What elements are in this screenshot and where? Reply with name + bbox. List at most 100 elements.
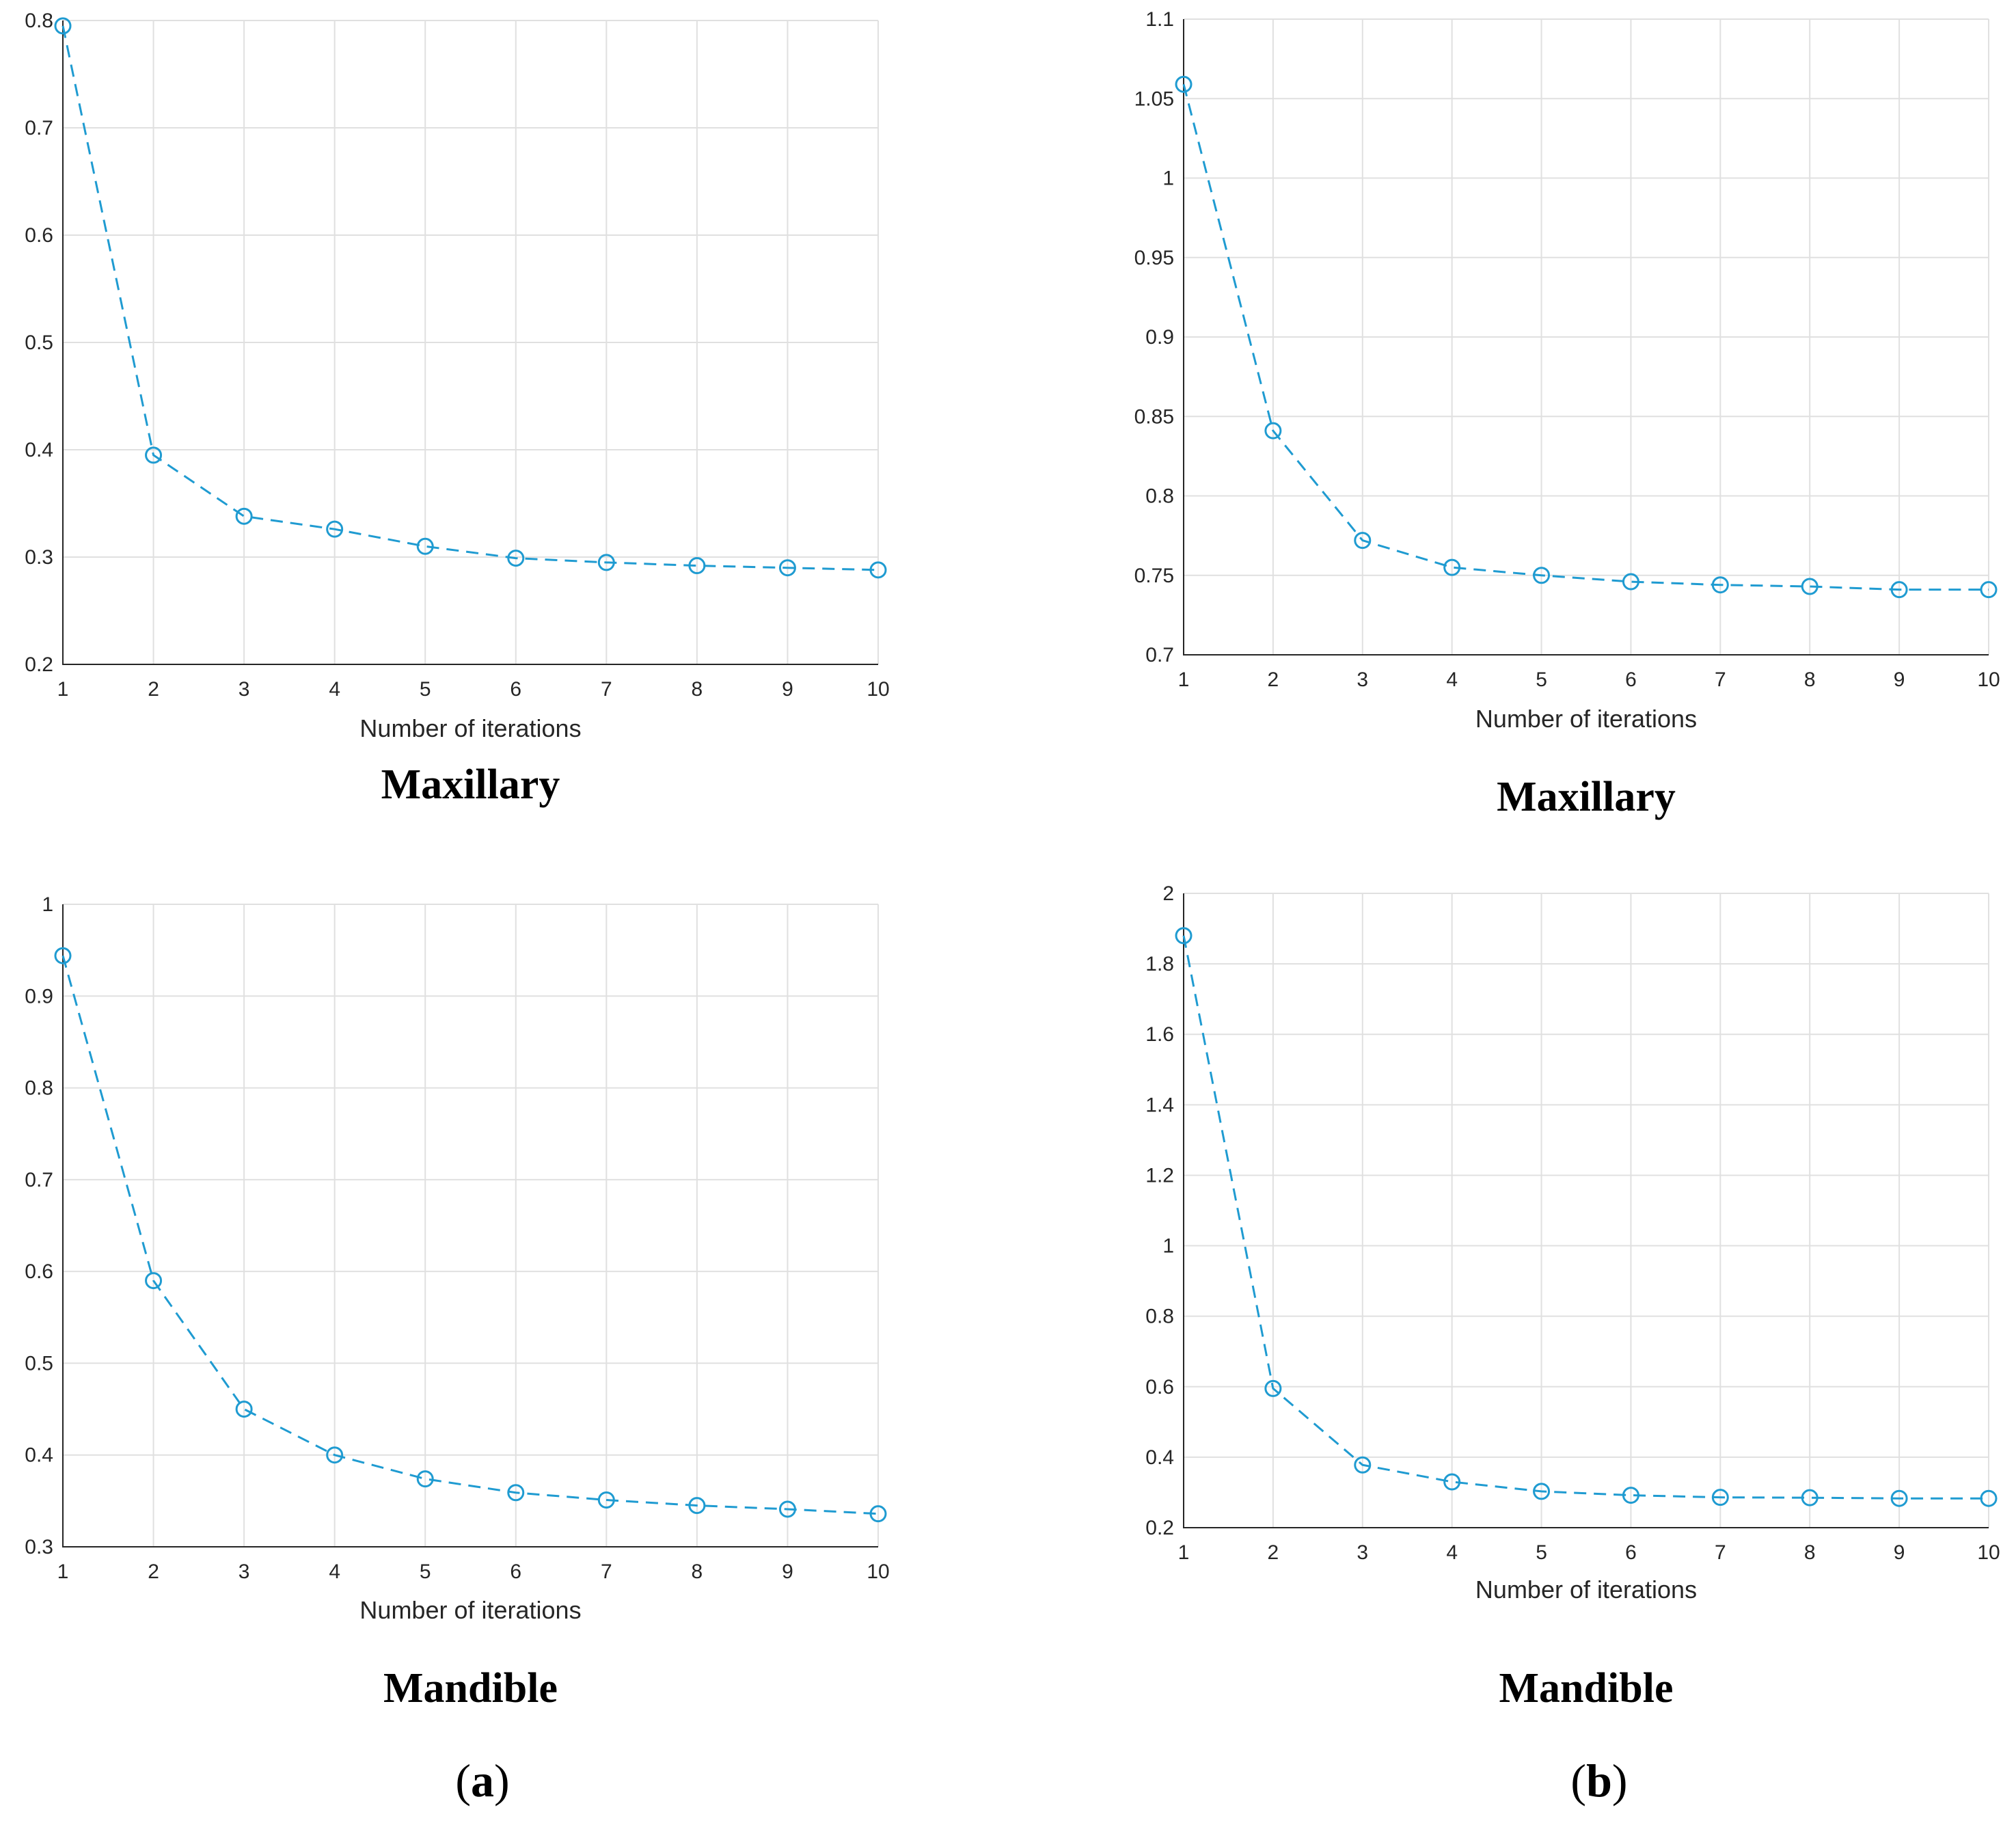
data-point bbox=[145, 1272, 163, 1290]
data-point bbox=[416, 537, 434, 555]
data-point bbox=[1533, 1483, 1551, 1500]
chart-mandible-b: 0.2 0.4 0.6 0.8 1 1.2 1.4 1.6 1.8 2 1 2 3 4 5 6 7 8 9 10 Num… bbox=[1145, 882, 2000, 1712]
y-tick-label: 0.4 bbox=[25, 1444, 53, 1467]
panel-label-a-letter: a bbox=[471, 1755, 494, 1807]
y-tick-label: 1 bbox=[1162, 1235, 1174, 1258]
x-tick-label: 2 bbox=[148, 678, 159, 701]
data-point bbox=[1264, 1379, 1282, 1397]
x-tick-label: 8 bbox=[1804, 1541, 1816, 1564]
y-tick-label: 0.95 bbox=[1134, 247, 1174, 269]
data-point bbox=[1711, 576, 1729, 594]
x-tick-label: 8 bbox=[1804, 668, 1816, 691]
axis-lines bbox=[62, 21, 878, 665]
data-point bbox=[1801, 1489, 1819, 1506]
chart-caption: Maxillary bbox=[381, 761, 560, 808]
y-tick-label: 1 bbox=[1162, 167, 1174, 190]
panel-label-b-letter: b bbox=[1586, 1755, 1612, 1807]
x-tick-label: 9 bbox=[1894, 668, 1905, 691]
data-point bbox=[688, 557, 706, 575]
y-tick-label: 1 bbox=[42, 893, 53, 916]
x-tick-label: 2 bbox=[148, 1560, 159, 1583]
y-tick-label: 0.7 bbox=[25, 1169, 53, 1191]
data-point bbox=[54, 947, 72, 964]
y-tick-label: 0.2 bbox=[25, 653, 53, 676]
x-tick-label: 7 bbox=[601, 1560, 612, 1583]
y-tick-label: 0.5 bbox=[25, 332, 53, 354]
data-point bbox=[1980, 581, 1998, 599]
x-tick-label: 1 bbox=[57, 678, 69, 701]
chart-mandible-a: 0.3 0.4 0.5 0.6 0.7 0.8 0.9 1 1 2 3 4 5 6 7 8 9 10 Number … bbox=[25, 893, 889, 1712]
x-tick-label: 5 bbox=[1536, 668, 1547, 691]
x-tick-label: 10 bbox=[867, 678, 889, 701]
axis-lines bbox=[1183, 893, 1989, 1528]
y-tick-label: 0.8 bbox=[25, 10, 53, 32]
x-tick-label: 1 bbox=[1178, 668, 1190, 691]
x-tick-label: 9 bbox=[782, 1560, 793, 1583]
data-point bbox=[869, 1505, 887, 1523]
y-tick-label: 0.75 bbox=[1134, 565, 1174, 587]
data-point bbox=[1354, 1456, 1372, 1474]
y-tick-label: 0.9 bbox=[25, 985, 53, 1008]
y-tick-label: 0.8 bbox=[25, 1077, 53, 1100]
y-tick-label: 0.8 bbox=[1145, 485, 1174, 508]
data-point bbox=[235, 1401, 253, 1418]
data-point bbox=[326, 1446, 344, 1464]
data-point bbox=[1175, 927, 1193, 945]
x-axis-label: Number of iterations bbox=[1475, 1576, 1697, 1604]
x-tick-label: 10 bbox=[1977, 1541, 2000, 1564]
data-point bbox=[1980, 1489, 1998, 1507]
x-tick-label: 5 bbox=[420, 678, 431, 701]
y-tick-label: 0.4 bbox=[1145, 1446, 1174, 1469]
x-tick-label: 5 bbox=[1536, 1541, 1547, 1564]
x-tick-label: 7 bbox=[1715, 1541, 1726, 1564]
data-point bbox=[1533, 567, 1551, 584]
x-axis-label: Number of iterations bbox=[359, 714, 581, 742]
y-tick-label: 1.2 bbox=[1145, 1164, 1174, 1187]
x-tick-label: 8 bbox=[692, 678, 703, 701]
x-tick-label: 2 bbox=[1268, 668, 1279, 691]
data-point bbox=[507, 550, 525, 567]
x-tick-label: 4 bbox=[1446, 668, 1458, 691]
x-tick-label: 4 bbox=[329, 678, 340, 701]
data-point bbox=[1801, 578, 1819, 595]
series-line bbox=[62, 955, 879, 1515]
y-tick-label: 2 bbox=[1162, 882, 1174, 905]
y-tick-label: 1.8 bbox=[1145, 953, 1174, 975]
chart-caption: Mandible bbox=[1499, 1665, 1674, 1712]
data-point bbox=[1890, 581, 1908, 599]
y-tick-label: 0.6 bbox=[25, 1260, 53, 1283]
data-point bbox=[1264, 422, 1282, 440]
y-tick-label: 0.7 bbox=[1145, 644, 1174, 666]
data-point bbox=[597, 1491, 615, 1509]
x-tick-label: 3 bbox=[1357, 1541, 1368, 1564]
series-line bbox=[1182, 83, 1989, 591]
series-line bbox=[62, 25, 879, 571]
x-tick-label: 4 bbox=[329, 1560, 340, 1583]
x-tick-label: 6 bbox=[1625, 668, 1637, 691]
y-tick-label: 1.1 bbox=[1145, 8, 1174, 31]
data-point bbox=[1711, 1489, 1729, 1506]
y-tick-label: 0.5 bbox=[25, 1352, 53, 1375]
y-tick-label: 0.85 bbox=[1134, 405, 1174, 428]
x-tick-label: 6 bbox=[510, 678, 521, 701]
x-tick-label: 2 bbox=[1268, 1541, 1279, 1564]
data-point bbox=[778, 559, 796, 577]
series-line bbox=[1182, 935, 1989, 1500]
y-tick-label: 1.05 bbox=[1134, 87, 1174, 110]
panel-label-a-open: ( bbox=[455, 1755, 471, 1807]
x-axis-label: Number of iterations bbox=[1475, 705, 1697, 733]
x-axis-label: Number of iterations bbox=[359, 1596, 581, 1624]
y-tick-label: 0.6 bbox=[25, 224, 53, 247]
x-tick-label: 7 bbox=[1715, 668, 1726, 691]
panel-label-b-close: ) bbox=[1612, 1755, 1628, 1807]
data-point bbox=[869, 561, 887, 579]
chart-caption: Maxillary bbox=[1497, 774, 1676, 820]
data-point bbox=[54, 17, 72, 35]
data-point bbox=[1354, 532, 1372, 550]
x-tick-label: 10 bbox=[867, 1560, 889, 1583]
data-point bbox=[326, 520, 344, 538]
data-point bbox=[1890, 1489, 1908, 1507]
panel-label-b-open: ( bbox=[1570, 1755, 1586, 1807]
data-point bbox=[778, 1500, 796, 1518]
